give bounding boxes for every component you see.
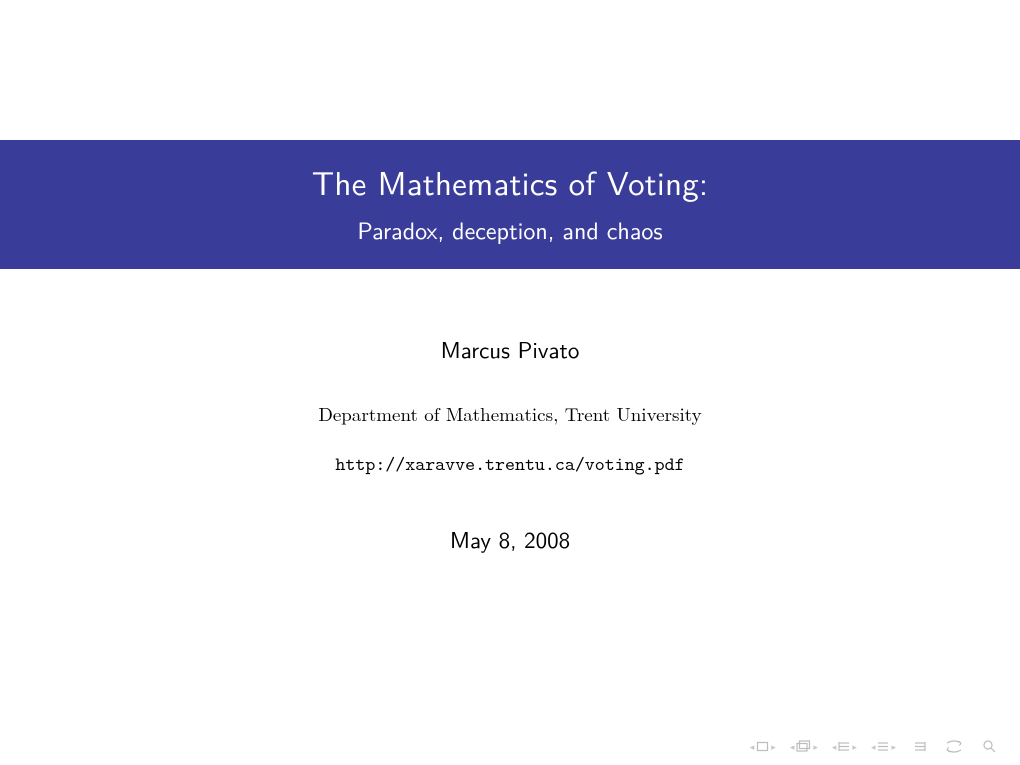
nav-slide-icon bbox=[756, 741, 769, 752]
nav-next-frame-icon: ▸ bbox=[813, 742, 818, 751]
nav-prev-frame-icon: ◂ bbox=[790, 742, 795, 751]
nav-back-forward-icon[interactable] bbox=[944, 740, 968, 753]
nav-doc-icon[interactable] bbox=[914, 741, 926, 752]
nav-section-icon bbox=[877, 741, 889, 752]
slide-subtitle: Paradox, deception, and chaos bbox=[0, 212, 1020, 247]
nav-subsection-group[interactable]: ◂ ▸ bbox=[832, 741, 857, 752]
nav-frame-icon bbox=[796, 740, 811, 752]
nav-prev-section-icon: ◂ bbox=[871, 742, 876, 751]
nav-next-subsection-icon: ▸ bbox=[852, 742, 857, 751]
slide-title: The Mathematics of Voting: bbox=[0, 158, 1020, 206]
nav-next-slide-icon: ▸ bbox=[771, 742, 776, 751]
nav-prev-subsection-icon: ◂ bbox=[832, 742, 837, 751]
nav-slide-group[interactable]: ◂ ▸ bbox=[750, 741, 776, 752]
nav-frame-group[interactable]: ◂ ▸ bbox=[790, 740, 818, 752]
slide-date: May 8, 2008 bbox=[0, 522, 1020, 556]
slide-url: http://xaravve.trentu.ca/voting.pdf bbox=[0, 452, 1020, 477]
author-affiliation: Department of Mathematics, Trent Univers… bbox=[0, 400, 1020, 427]
title-block: The Mathematics of Voting: Paradox, dece… bbox=[0, 140, 1020, 269]
nav-prev-slide-icon: ◂ bbox=[750, 742, 755, 751]
nav-subsection-icon bbox=[838, 741, 850, 752]
nav-next-section-icon: ▸ bbox=[891, 742, 896, 751]
nav-search-icon[interactable] bbox=[982, 739, 996, 753]
beamer-nav-bar: ◂ ▸ ◂ ▸ ◂ ▸ ◂ bbox=[750, 739, 996, 753]
nav-section-group[interactable]: ◂ ▸ bbox=[871, 741, 896, 752]
author-name: Marcus Pivato bbox=[0, 332, 1020, 366]
